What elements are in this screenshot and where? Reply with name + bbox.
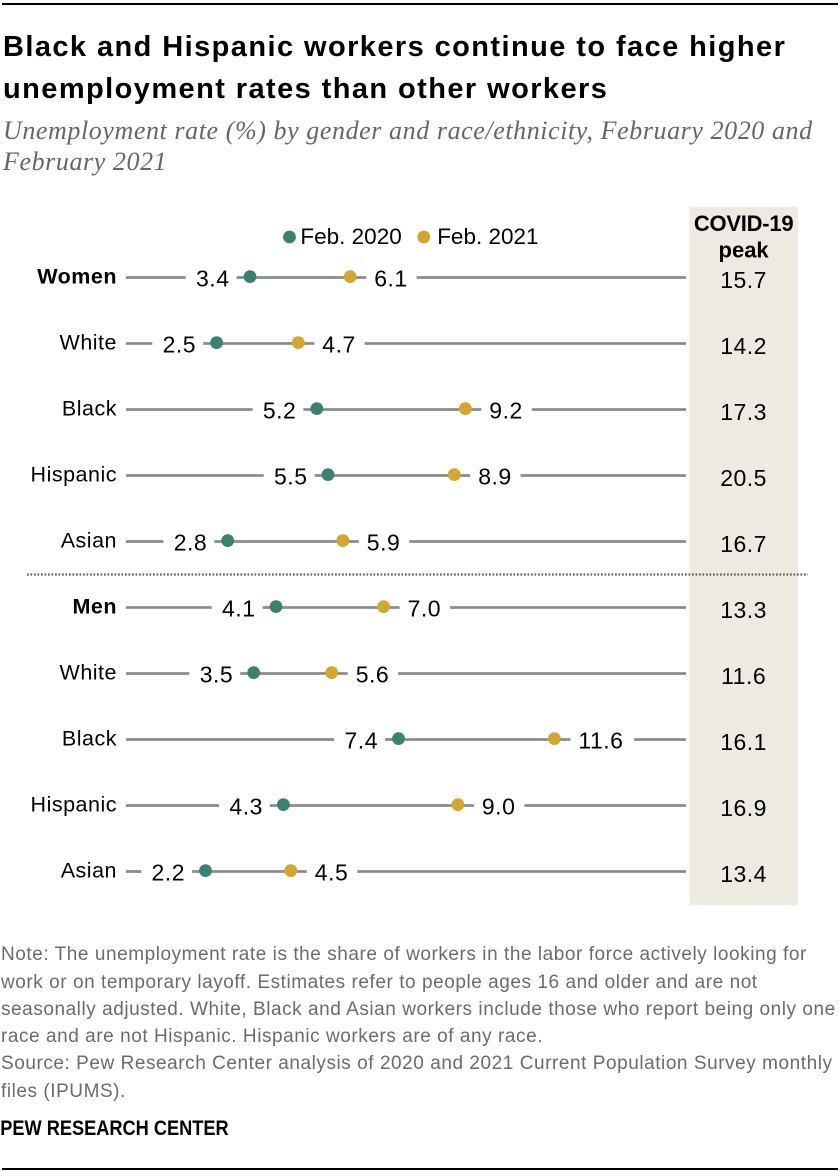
- svg-text:5.9: 5.9: [367, 529, 400, 555]
- svg-text:20.5: 20.5: [720, 465, 767, 491]
- svg-text:6.1: 6.1: [374, 265, 407, 291]
- svg-text:16.9: 16.9: [720, 795, 767, 821]
- svg-text:13.4: 13.4: [720, 861, 767, 887]
- svg-text:Feb. 2020: Feb. 2020: [300, 224, 401, 249]
- svg-text:14.2: 14.2: [720, 333, 767, 359]
- svg-text:13.3: 13.3: [720, 597, 767, 623]
- svg-text:peak: peak: [719, 238, 770, 263]
- svg-text:8.9: 8.9: [478, 463, 511, 489]
- svg-text:Hispanic: Hispanic: [31, 792, 117, 816]
- svg-text:11.6: 11.6: [721, 663, 766, 689]
- svg-text:11.6: 11.6: [578, 727, 623, 753]
- svg-text:Women: Women: [37, 264, 117, 288]
- svg-text:Black: Black: [62, 726, 117, 750]
- svg-text:Hispanic: Hispanic: [31, 462, 117, 486]
- svg-text:White: White: [60, 330, 117, 354]
- svg-text:4.3: 4.3: [229, 793, 262, 819]
- svg-text:2.5: 2.5: [163, 331, 196, 357]
- svg-text:4.1: 4.1: [222, 595, 255, 621]
- svg-text:Black: Black: [62, 396, 117, 420]
- svg-text:COVID-19: COVID-19: [694, 211, 793, 236]
- svg-text:9.0: 9.0: [482, 793, 515, 819]
- svg-text:Asian: Asian: [61, 528, 117, 552]
- svg-text:4.7: 4.7: [322, 331, 355, 357]
- svg-text:3.4: 3.4: [196, 265, 229, 291]
- svg-text:16.1: 16.1: [720, 729, 767, 755]
- svg-text:Men: Men: [73, 594, 118, 618]
- svg-text:7.0: 7.0: [408, 595, 441, 621]
- svg-text:17.3: 17.3: [720, 399, 767, 425]
- svg-text:Asian: Asian: [61, 858, 117, 882]
- svg-text:16.7: 16.7: [720, 531, 767, 557]
- svg-text:5.6: 5.6: [356, 661, 389, 687]
- svg-text:White: White: [60, 660, 117, 684]
- svg-text:5.5: 5.5: [274, 463, 307, 489]
- svg-text:Feb. 2021: Feb. 2021: [437, 224, 538, 249]
- svg-text:3.5: 3.5: [200, 661, 233, 687]
- svg-text:2.2: 2.2: [152, 859, 185, 885]
- svg-text:4.5: 4.5: [315, 859, 348, 885]
- svg-text:PEW RESEARCH CENTER: PEW RESEARCH CENTER: [0, 1117, 229, 1140]
- svg-text:9.2: 9.2: [489, 397, 522, 423]
- svg-text:15.7: 15.7: [720, 267, 767, 293]
- svg-text:7.4: 7.4: [345, 727, 378, 753]
- svg-text:5.2: 5.2: [263, 397, 296, 423]
- svg-text:2.8: 2.8: [174, 529, 207, 555]
